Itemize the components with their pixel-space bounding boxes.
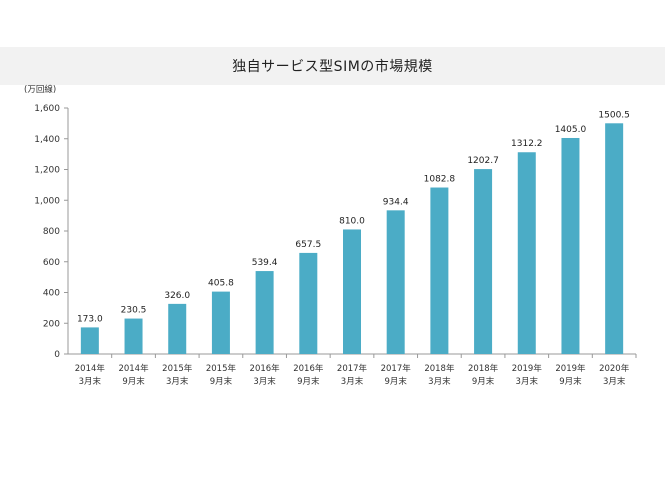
- x-tick-label-year: 2015年: [162, 363, 193, 374]
- y-tick-label: 800: [43, 227, 60, 237]
- x-tick-label-year: 2016年: [250, 363, 281, 374]
- x-tick-label-year: 2018年: [468, 363, 499, 374]
- bar: [124, 318, 143, 354]
- y-tick-label: 1,400: [34, 135, 60, 145]
- x-tick-label-month: 3月末: [516, 376, 539, 387]
- chart-title-band: [0, 47, 665, 85]
- x-tick-label-year: 2019年: [555, 363, 586, 374]
- x-tick-label-month: 3月末: [79, 376, 102, 387]
- chart-title: 独自サービス型SIMの市場規模: [232, 59, 433, 75]
- y-axis-unit-label: (万回線): [24, 84, 56, 95]
- x-tick-label-month: 9月末: [559, 376, 582, 387]
- data-label: 539.4: [252, 258, 278, 268]
- x-tick-label-year: 2017年: [381, 363, 412, 374]
- x-tick-label-year: 2018年: [424, 363, 455, 374]
- data-label: 1312.2: [511, 139, 543, 149]
- data-label: 1405.0: [555, 125, 587, 135]
- x-tick-label-year: 2014年: [75, 363, 106, 374]
- bar: [605, 123, 624, 354]
- y-tick-label: 0: [54, 350, 60, 360]
- y-tick-label: 1,600: [34, 104, 60, 114]
- x-tick-label-year: 2019年: [512, 363, 543, 374]
- bar: [80, 327, 99, 354]
- bar: [561, 137, 580, 354]
- x-tick-label-month: 9月末: [384, 376, 407, 387]
- bar: [211, 291, 230, 354]
- bar: [343, 229, 361, 354]
- data-label: 405.8: [208, 279, 234, 289]
- x-tick-label-month: 3月末: [341, 376, 364, 387]
- data-label: 934.4: [383, 197, 409, 207]
- y-tick-label: 1,000: [34, 196, 60, 206]
- data-label: 1500.5: [598, 110, 630, 120]
- data-label: 1202.7: [467, 156, 499, 166]
- bar: [255, 271, 274, 354]
- x-tick-label-month: 3月末: [166, 376, 189, 387]
- data-label: 230.5: [121, 306, 147, 316]
- y-tick-label: 200: [43, 319, 60, 329]
- bar: [386, 210, 405, 354]
- x-tick-label-year: 2017年: [337, 363, 368, 374]
- x-tick-label-month: 9月末: [297, 376, 320, 387]
- y-tick-label: 600: [43, 258, 60, 268]
- x-tick-label-year: 2020年: [599, 363, 630, 374]
- data-label: 810.0: [339, 216, 365, 226]
- x-tick-label-year: 2015年: [206, 363, 237, 374]
- x-tick-label-month: 3月末: [253, 376, 276, 387]
- x-tick-label-year: 2014年: [118, 363, 149, 374]
- x-tick-label-month: 9月末: [472, 376, 495, 387]
- bar: [517, 152, 536, 354]
- data-label: 326.0: [164, 291, 190, 301]
- x-tick-label-month: 3月末: [428, 376, 451, 387]
- y-tick-label: 400: [43, 289, 60, 299]
- x-tick-label-month: 9月末: [210, 376, 233, 387]
- y-tick-label: 1,200: [34, 166, 60, 176]
- bar: [430, 187, 449, 354]
- bar: [299, 252, 318, 354]
- x-tick-label-month: 9月末: [122, 376, 145, 387]
- data-label: 657.5: [295, 240, 321, 250]
- bar: [168, 303, 187, 354]
- data-label: 173.0: [77, 314, 103, 324]
- x-tick-label-year: 2016年: [293, 363, 324, 374]
- x-tick-label-month: 3月末: [603, 376, 626, 387]
- data-label: 1082.8: [424, 175, 456, 185]
- bar: [474, 169, 493, 354]
